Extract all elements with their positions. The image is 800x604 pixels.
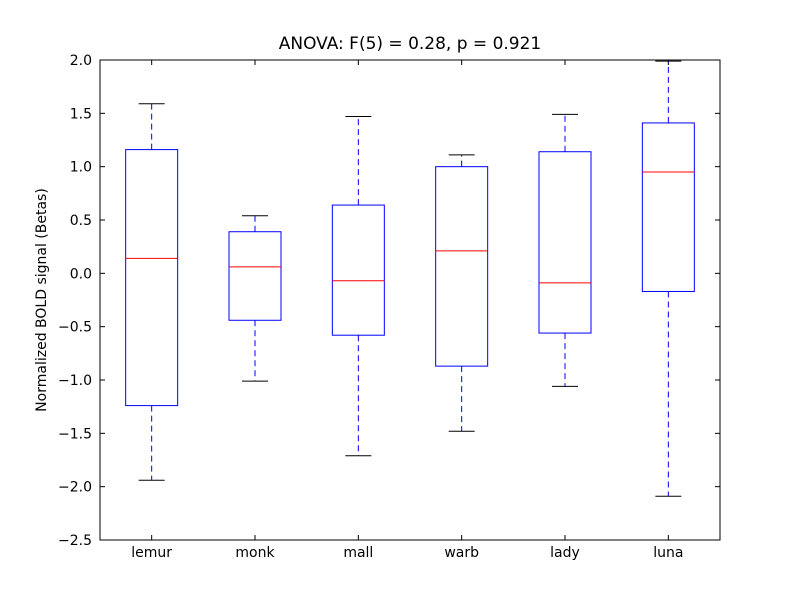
box-luna (641, 122, 695, 292)
y-tick-label: −1.5 (58, 426, 92, 442)
y-tick-label: −0.5 (58, 320, 92, 336)
y-tick-label: −2.0 (58, 480, 92, 496)
x-tick-label: monk (235, 545, 275, 561)
y-tick-label: 2.0 (70, 53, 92, 69)
plot-frame (99, 59, 721, 541)
box-mall (331, 204, 385, 336)
x-tick-label: lemur (131, 545, 172, 561)
y-tick-label: 1.0 (70, 160, 92, 176)
y-tick-label: 0.0 (70, 266, 92, 282)
y-tick-label: −2.5 (58, 533, 92, 549)
box-lady (538, 151, 592, 334)
y-tick-label: −1.0 (58, 373, 92, 389)
y-tick-label: 1.5 (70, 106, 92, 122)
x-tick-label: mall (343, 545, 373, 561)
x-tick-label: lady (550, 545, 580, 561)
chart-title: ANOVA: F(5) = 0.28, p = 0.921 (279, 34, 542, 54)
box-monk (228, 231, 282, 321)
box-warb (435, 166, 489, 367)
y-axis-label: Normalized BOLD signal (Betas) (34, 188, 50, 412)
box-lemur (125, 149, 179, 407)
y-tick-label: 0.5 (70, 213, 92, 229)
x-tick-label: warb (444, 545, 479, 561)
x-tick-label: luna (653, 545, 683, 561)
